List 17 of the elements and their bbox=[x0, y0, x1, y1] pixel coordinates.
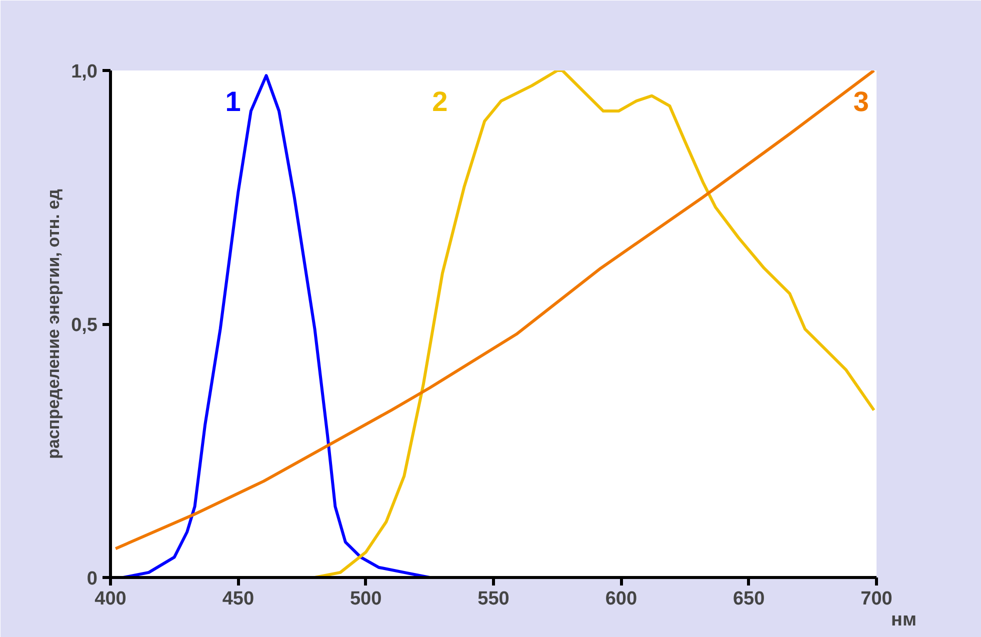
x-tick-label: 650 bbox=[732, 588, 765, 610]
x-tick-label: 400 bbox=[94, 588, 126, 610]
y-axis-title: распределение энергии, отн. ед bbox=[44, 188, 64, 459]
y-tick-label: 0 bbox=[86, 568, 98, 590]
x-tick-label: 550 bbox=[478, 588, 510, 610]
line-series bbox=[122, 74, 432, 578]
y-tick-label: 1,0 bbox=[71, 62, 98, 82]
annotation: 1 bbox=[225, 86, 241, 117]
y-tick-label: 0,5 bbox=[71, 315, 98, 336]
line-series bbox=[114, 70, 876, 550]
x-tick-label: 500 bbox=[350, 588, 382, 610]
x-axis-title: нм bbox=[890, 610, 916, 630]
x-tick-label: 700 bbox=[860, 588, 892, 610]
annotation: 2 bbox=[432, 86, 448, 117]
x-tick-label: 600 bbox=[605, 588, 638, 610]
annotation: 3 bbox=[853, 86, 869, 117]
x-tick-label: 450 bbox=[222, 588, 254, 610]
